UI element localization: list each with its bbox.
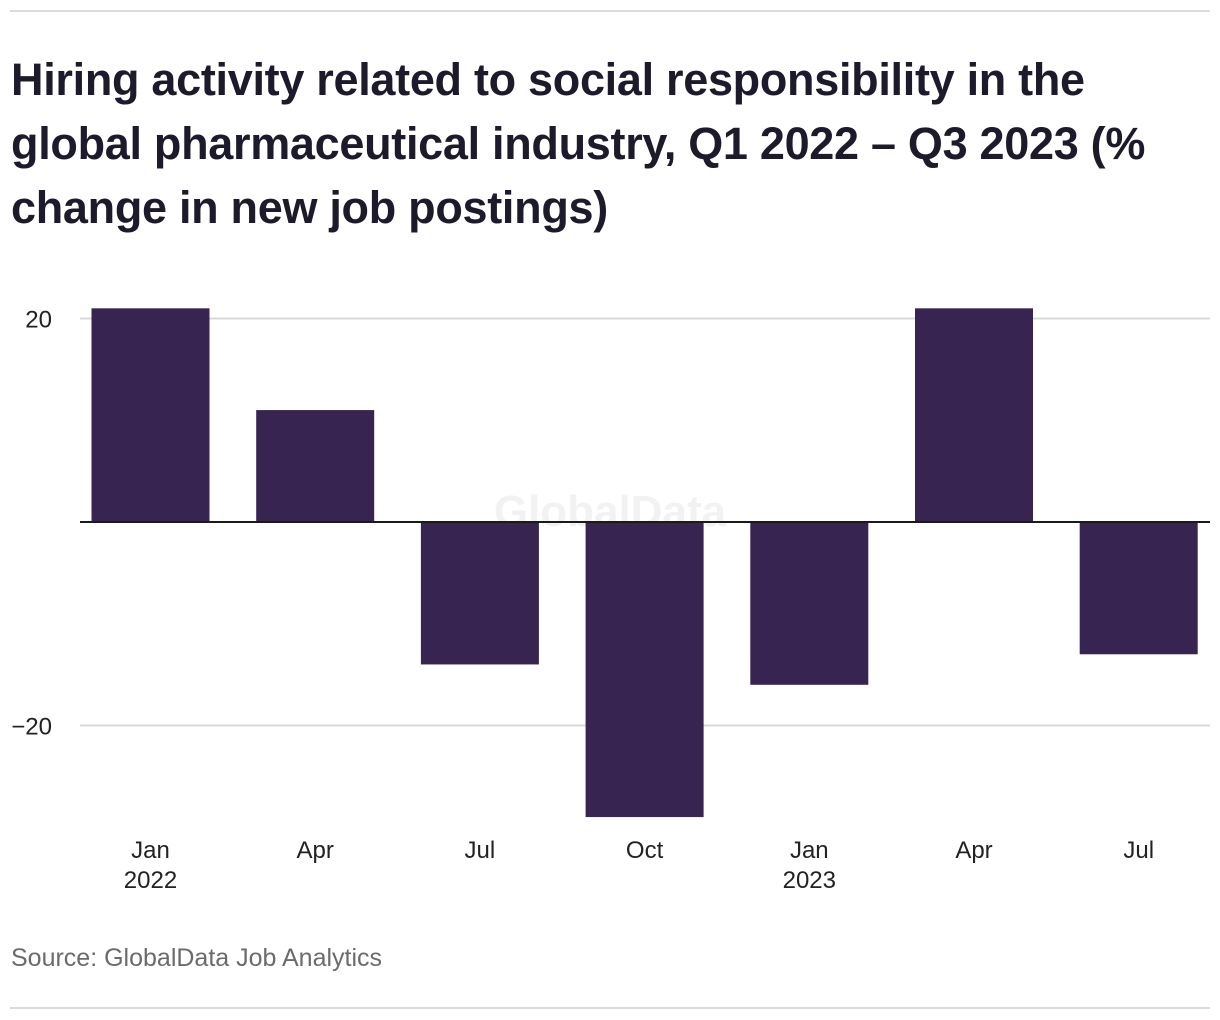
- chart-title: Hiring activity related to social respon…: [11, 54, 1146, 233]
- x-tick-label: Jan: [131, 837, 170, 864]
- x-tick-label: Oct: [626, 837, 664, 864]
- y-tick-labels: 20 −20: [11, 307, 52, 741]
- bar: [585, 522, 704, 818]
- x-tick-year-label: 2023: [783, 867, 836, 894]
- bar: [915, 308, 1033, 522]
- bar: [91, 308, 210, 522]
- bar: [1079, 522, 1198, 655]
- y-tick-label: −20: [11, 714, 52, 741]
- x-tick-label: Jul: [1123, 837, 1154, 864]
- x-tick-year-label: 2022: [124, 867, 177, 894]
- x-tick-labels: Jan 2022 Apr Jul Oct Jan 2023 Apr Jul: [124, 837, 1154, 894]
- x-tick-label: Apr: [955, 837, 992, 864]
- bar: [420, 522, 539, 665]
- bar: [256, 410, 375, 522]
- source-note: Source: GlobalData Job Analytics: [11, 944, 383, 972]
- x-tick-label: Jul: [465, 837, 496, 864]
- bar: [750, 522, 869, 685]
- x-tick-label: Apr: [297, 837, 334, 864]
- bottom-divider: [10, 1007, 1210, 1009]
- x-tick-label: Jan: [790, 837, 829, 864]
- y-tick-label: 20: [25, 307, 52, 334]
- bars: [91, 308, 1198, 818]
- top-divider: [10, 10, 1210, 12]
